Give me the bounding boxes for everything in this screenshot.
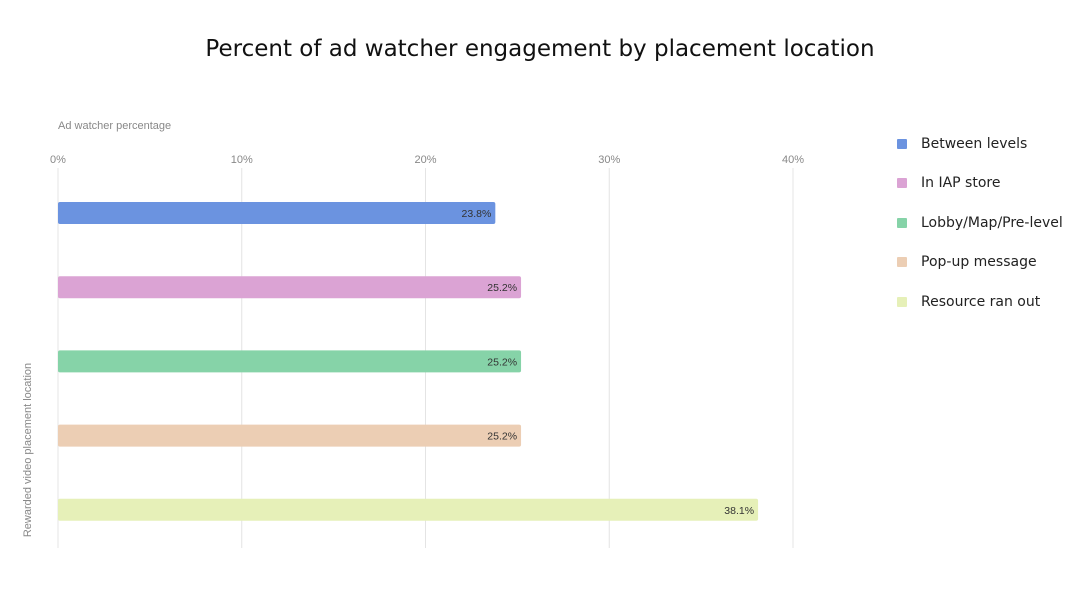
y-axis-title: Rewarded video placement location <box>22 362 34 538</box>
x-axis-title: Ad watcher percentage <box>58 120 171 132</box>
legend-label: Lobby/Map/Pre-level <box>921 214 1063 231</box>
legend-label: Pop-up message <box>921 254 1037 271</box>
bar <box>58 350 522 373</box>
bar-value-label: 25.2% <box>487 431 517 443</box>
bar-value-label: 25.2% <box>487 282 517 294</box>
legend-item: Resource ran out <box>897 282 1063 322</box>
legend-label: Resource ran out <box>921 293 1041 310</box>
legend-swatch <box>897 257 907 268</box>
bar-chart-plot: Ad watcher percentage 0% 10% 20% 30% 40% 23.… <box>50 120 804 548</box>
legend-item: Pop-up message <box>897 243 1063 283</box>
x-tick-label: 0% <box>50 154 66 166</box>
legend-label: In IAP store <box>921 175 1001 192</box>
legend-swatch <box>897 296 907 307</box>
x-tick-label: 10% <box>231 154 253 166</box>
legend-item: Lobby/Map/Pre-level <box>897 203 1063 243</box>
bars <box>58 202 759 521</box>
bar <box>58 276 522 299</box>
bar-value-labels: 23.8% 25.2% 25.2% 25.2% 38.1% <box>462 208 755 517</box>
bar <box>58 424 522 447</box>
legend-item: Between levels <box>897 124 1063 164</box>
x-tick-labels: 0% 10% 20% 30% 40% <box>50 154 804 166</box>
x-tick-label: 40% <box>782 154 804 166</box>
legend-label: Between levels <box>921 135 1028 152</box>
bar-value-label: 38.1% <box>724 505 754 517</box>
bar-value-label: 25.2% <box>487 356 517 368</box>
bar <box>58 202 496 224</box>
bar-value-label: 23.8% <box>462 208 492 220</box>
legend-swatch <box>897 178 907 189</box>
x-tick-label: 20% <box>414 154 436 166</box>
legend-swatch <box>897 217 907 228</box>
x-tick-label: 30% <box>598 154 620 166</box>
legend: Between levels In IAP store Lobby/Map/Pre-… <box>897 124 1063 322</box>
legend-item: In IAP store <box>897 164 1063 204</box>
bar <box>58 498 759 521</box>
legend-swatch <box>897 138 907 149</box>
chart-title: Percent of ad watcher engagement by plac… <box>205 36 875 62</box>
